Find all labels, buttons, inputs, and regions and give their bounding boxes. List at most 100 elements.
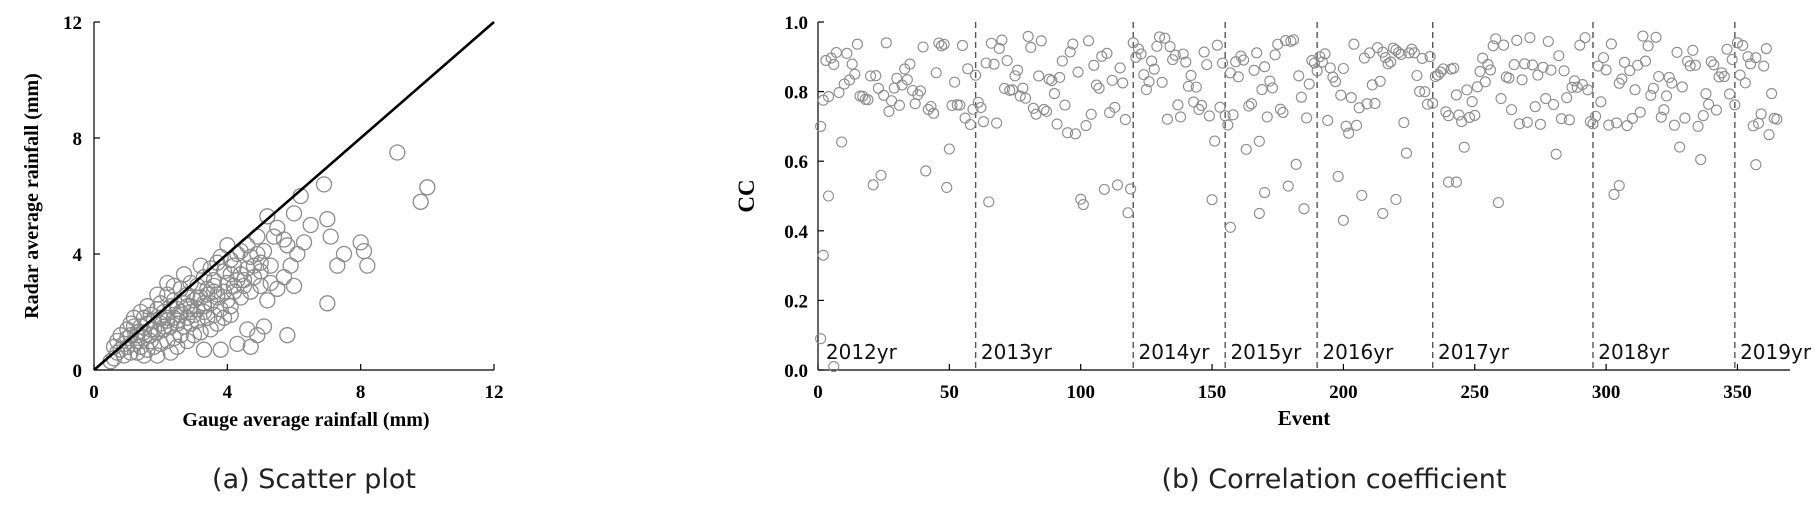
data-point (975, 101, 987, 114)
y-axis-label: CC (734, 179, 759, 212)
data-point (925, 100, 937, 113)
x-axis-label: Gauge average rainfall (mm) (182, 409, 429, 431)
data-point (1653, 70, 1665, 83)
data-point (1243, 100, 1255, 112)
data-point (1695, 153, 1707, 166)
data-point (1739, 77, 1751, 89)
data-point (1088, 59, 1100, 71)
data-point (242, 338, 259, 355)
data-point (1660, 90, 1673, 102)
data-point (1017, 82, 1029, 94)
data-point (1766, 87, 1778, 100)
data-point (1605, 38, 1617, 50)
data-point (1645, 89, 1657, 101)
data-point (1540, 93, 1552, 105)
data-point (1035, 35, 1047, 47)
data-point (229, 335, 246, 353)
data-point (1033, 70, 1045, 82)
data-point (1062, 127, 1074, 139)
data-point (1724, 88, 1736, 100)
data-point (1075, 193, 1087, 205)
data-point (1180, 56, 1192, 68)
data-point (1624, 65, 1636, 77)
data-point (1563, 114, 1575, 126)
data-point (935, 40, 948, 52)
data-point (159, 274, 176, 292)
data-point (1335, 89, 1347, 101)
data-point (1274, 103, 1286, 115)
data-point (1085, 108, 1097, 120)
data-point (1671, 46, 1683, 58)
data-point (1303, 78, 1315, 90)
data-point (862, 94, 874, 106)
data-point (1146, 55, 1158, 67)
data-point (998, 82, 1011, 94)
y-tick-label: 8 (73, 129, 83, 150)
data-point (1172, 99, 1184, 111)
x-tick-label: 4 (223, 382, 233, 403)
data-point (1211, 39, 1223, 51)
data-point (1471, 81, 1483, 93)
data-point (1054, 71, 1066, 83)
data-point (1287, 34, 1300, 46)
one-to-one-line (93, 21, 495, 371)
data-point (1138, 69, 1150, 81)
data-point (836, 136, 848, 148)
data-point (920, 165, 932, 177)
data-point (222, 306, 239, 324)
data-point (1356, 189, 1368, 201)
data-point (1385, 56, 1397, 68)
data-point (1245, 98, 1258, 110)
data-point (262, 257, 279, 274)
data-point (815, 120, 827, 132)
data-point (1637, 30, 1649, 42)
data-point (1332, 170, 1344, 182)
data-point (282, 257, 299, 274)
data-point (875, 169, 887, 181)
data-point (1151, 40, 1163, 52)
data-point (1256, 84, 1268, 96)
data-point (1056, 55, 1068, 67)
data-point (1096, 50, 1108, 62)
data-point (1419, 86, 1431, 98)
data-point (1048, 88, 1060, 100)
data-point (1742, 51, 1754, 63)
data-point (275, 231, 293, 248)
data-point (1498, 39, 1510, 51)
data-point (182, 303, 199, 321)
data-point (1337, 214, 1349, 226)
data-point (352, 234, 369, 251)
data-point (1240, 143, 1252, 155)
data-point (1721, 43, 1733, 55)
data-point (1072, 66, 1084, 78)
data-point (917, 41, 929, 53)
data-point (1461, 84, 1473, 96)
data-point (1009, 70, 1021, 82)
data-point (1463, 111, 1476, 123)
data-point (249, 245, 266, 263)
data-point (846, 58, 858, 70)
data-point (1663, 71, 1675, 83)
data-point (1051, 118, 1063, 130)
data-point (883, 105, 895, 117)
data-point (279, 327, 296, 344)
y-tick-label: 12 (63, 13, 82, 34)
data-point (1224, 67, 1236, 79)
data-point (279, 237, 296, 254)
data-point (1093, 82, 1105, 94)
data-point (1041, 105, 1053, 117)
data-point (1046, 75, 1058, 87)
data-point (205, 277, 223, 295)
data-point (1140, 84, 1152, 96)
data-point (1731, 37, 1744, 49)
data-point (1177, 48, 1189, 60)
data-point (222, 298, 239, 315)
x-tick-label: 50 (940, 382, 959, 403)
data-point (943, 143, 955, 155)
data-point (1217, 57, 1229, 69)
data-point (1521, 116, 1533, 128)
data-point (1442, 176, 1455, 188)
data-point (289, 245, 306, 263)
data-point (1763, 129, 1775, 141)
